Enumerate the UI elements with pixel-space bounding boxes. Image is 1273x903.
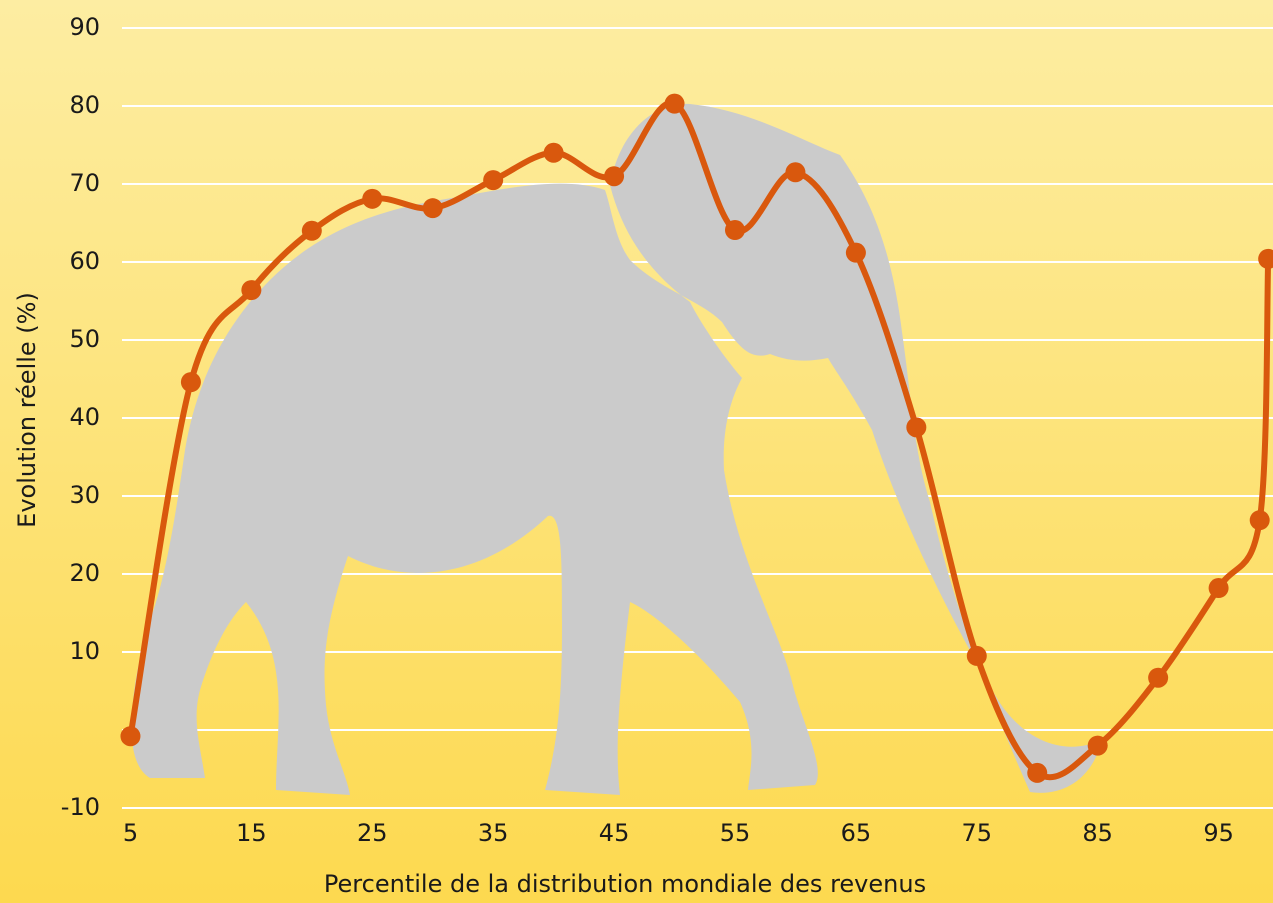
data-point [724, 220, 745, 241]
y-tick-label: 20 [69, 559, 100, 587]
y-tick-label: 40 [69, 403, 100, 431]
data-point [543, 142, 564, 163]
x-tick-label: 45 [599, 819, 630, 847]
y-tick-label: 30 [69, 481, 100, 509]
x-tick-label: 35 [478, 819, 509, 847]
data-point [241, 280, 262, 301]
y-tick-label: 90 [69, 13, 100, 41]
x-tick-label: 55 [720, 819, 751, 847]
data-point [422, 198, 443, 219]
x-axis-label: Percentile de la distribution mondiale d… [324, 870, 926, 898]
x-tick-label: 65 [841, 819, 872, 847]
data-point [604, 166, 625, 187]
x-tick-label: 95 [1203, 819, 1234, 847]
x-tick-label: 75 [962, 819, 993, 847]
data-point [785, 162, 806, 183]
data-point [1148, 667, 1169, 688]
data-point [1249, 510, 1270, 531]
data-point [120, 726, 141, 747]
y-tick-label: 70 [69, 169, 100, 197]
data-point [906, 417, 927, 438]
y-tick-label: -10 [61, 793, 100, 821]
data-point [362, 188, 383, 209]
data-point [1087, 735, 1108, 756]
data-point [966, 645, 987, 666]
data-point [1027, 762, 1048, 783]
y-tick-label: 10 [69, 637, 100, 665]
data-point [180, 372, 201, 393]
elephant-silhouette [131, 103, 1102, 795]
data-point [845, 242, 866, 263]
data-point [664, 93, 685, 114]
y-tick-label: 50 [69, 325, 100, 353]
data-point [1208, 578, 1229, 599]
y-axis-label: Evolution réelle (%) [13, 292, 41, 528]
data-point [483, 170, 504, 191]
plot [120, 93, 1273, 783]
x-tick-label: 5 [123, 819, 138, 847]
y-tick-label: 60 [69, 247, 100, 275]
x-tick-label: 25 [357, 819, 388, 847]
x-tick-label: 85 [1082, 819, 1113, 847]
y-tick-label: 80 [69, 91, 100, 119]
data-point [1258, 248, 1273, 269]
data-point [301, 220, 322, 241]
x-tick-label: 15 [236, 819, 267, 847]
